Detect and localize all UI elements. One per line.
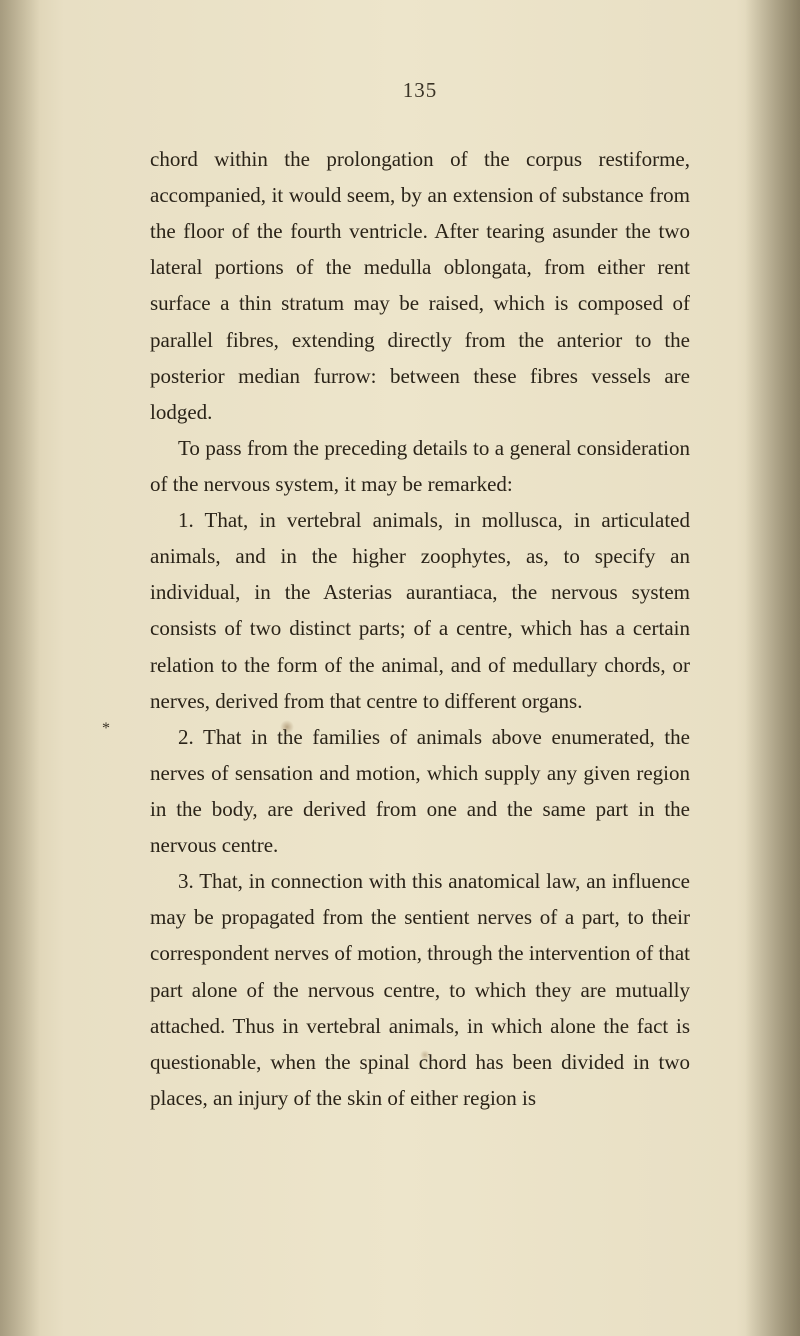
margin-marker-asterisk: * [102,720,110,738]
paragraph-2: To pass from the preceding details to a … [150,430,690,502]
numbered-item-3: 3. That, in connection with this anatomi… [150,863,690,1116]
numbered-item-2: 2. That in the families of animals above… [150,719,690,863]
body-text: chord within the prolongation of the cor… [150,141,690,1116]
paragraph-1: chord within the prolongation of the cor… [150,141,690,430]
numbered-item-1: 1. That, in vertebral animals, in mollus… [150,502,690,719]
page-number: 135 [150,78,690,103]
document-page: 135 chord within the prolongation of the… [0,0,800,1336]
